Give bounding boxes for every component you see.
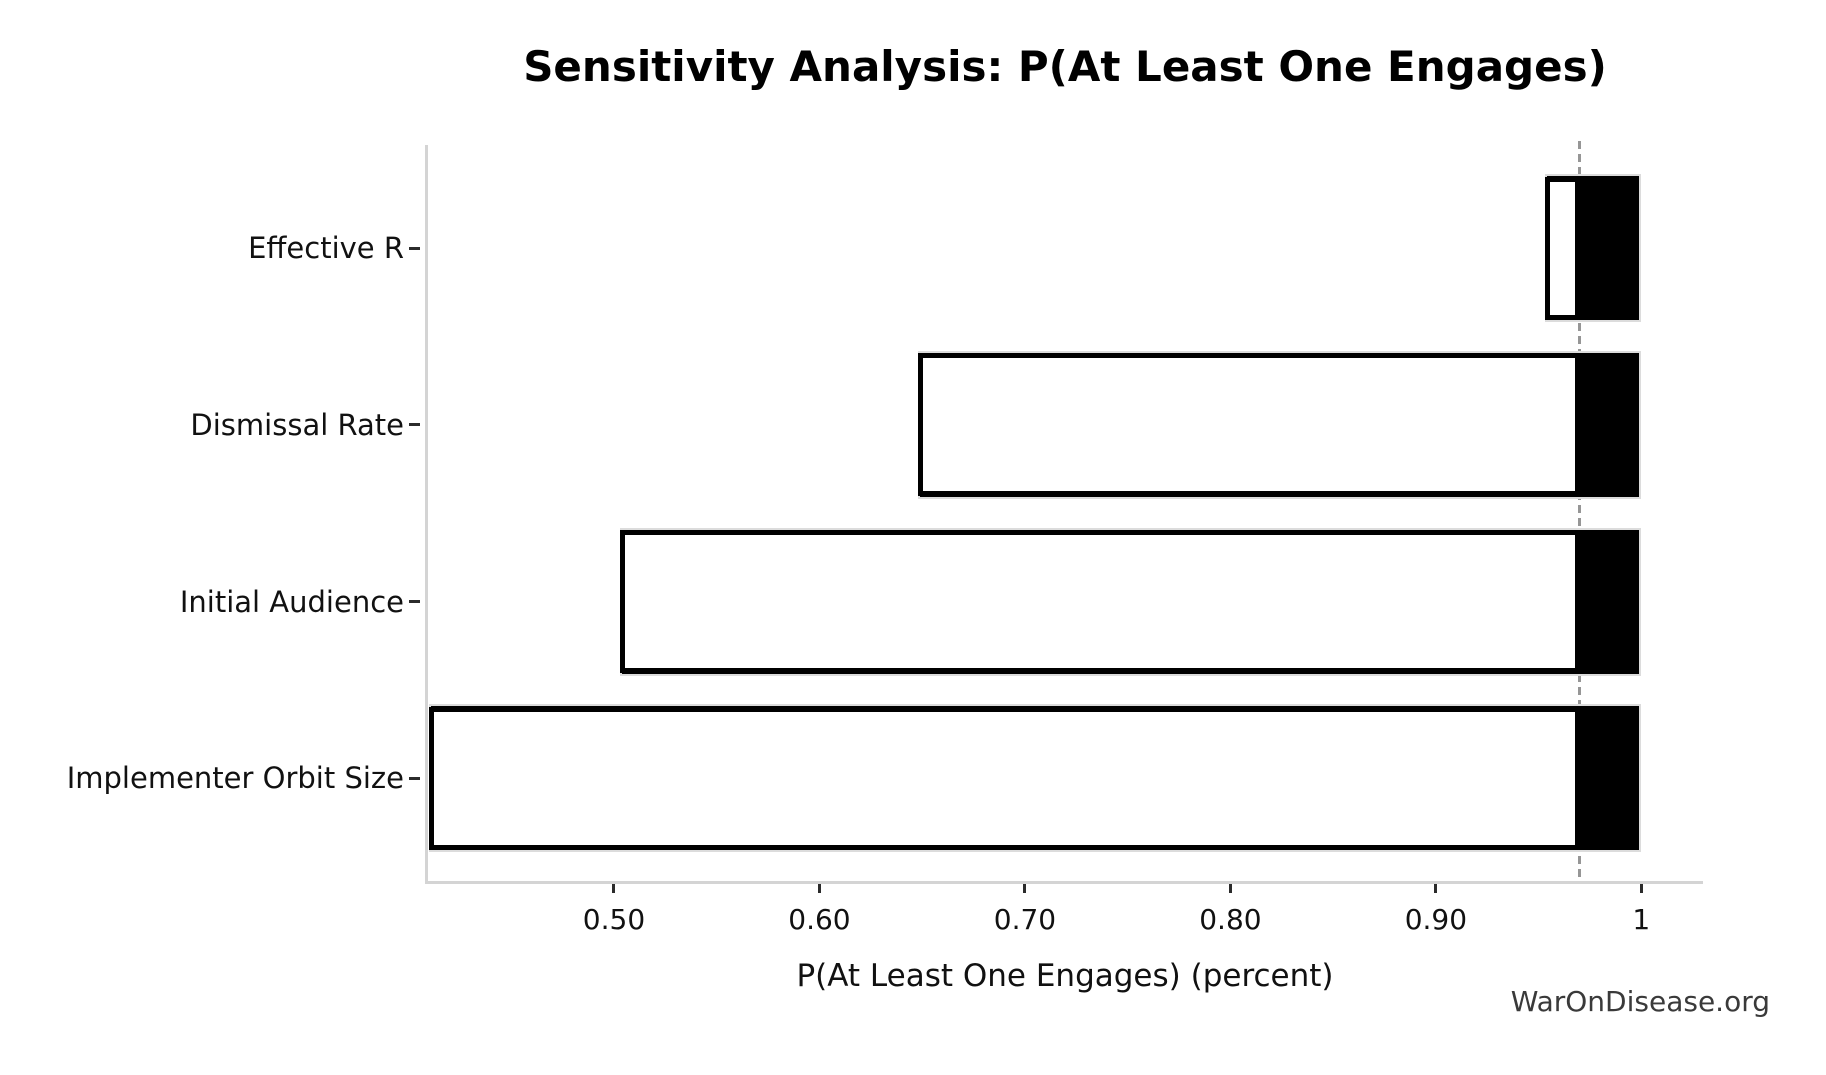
x-tick (1434, 884, 1438, 893)
y-tick (409, 600, 420, 604)
x-tick (817, 884, 821, 893)
y-tick (409, 776, 420, 780)
x-axis-spine (424, 880, 1703, 884)
y-axis-spine (424, 145, 428, 882)
chart-title: Sensitivity Analysis: P(At Least One Eng… (523, 42, 1607, 91)
x-tick-label: 0.80 (1199, 903, 1262, 936)
x-axis-label: P(At Least One Engages) (percent) (796, 958, 1334, 994)
x-tick (1023, 884, 1027, 893)
bar-low-segment (1544, 176, 1580, 320)
x-tick-label: 0.50 (582, 903, 646, 936)
x-tick (612, 884, 616, 893)
y-tick-label: Dismissal Rate (190, 407, 404, 442)
bar-low-segment (429, 706, 1580, 850)
x-tick-label: 0.60 (788, 903, 851, 936)
bar-low-segment (620, 530, 1580, 674)
x-tick-label: 0.90 (1404, 903, 1468, 936)
y-tick-label: Initial Audience (179, 584, 404, 619)
y-tick (409, 246, 420, 250)
x-tick-label: 0.70 (993, 903, 1057, 936)
x-tick (1639, 884, 1643, 893)
watermark-text: WarOnDisease.org (1510, 985, 1770, 1018)
y-tick (409, 423, 420, 427)
y-tick-label: Effective R (248, 231, 404, 265)
x-tick (1228, 884, 1232, 893)
baseline-dashed-line (1578, 141, 1582, 882)
y-tick-label: Implementer Orbit Size (66, 761, 404, 796)
x-tick-label: 1 (1632, 903, 1651, 936)
bar-low-segment (918, 353, 1580, 497)
